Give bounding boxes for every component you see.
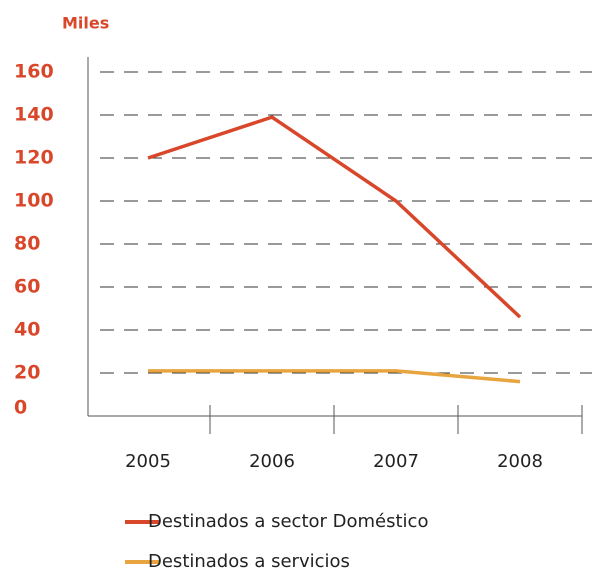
y-tick-label: 20 [14, 362, 40, 384]
y-tick-label: 120 [14, 147, 54, 169]
x-tick-label: 2006 [249, 451, 295, 472]
y-tick-label: 40 [14, 319, 40, 341]
y-tick-label: 160 [14, 61, 54, 83]
series-line [148, 369, 521, 384]
x-tick-label: 2007 [373, 451, 419, 472]
legend-label: Destinados a sector Doméstico [148, 511, 428, 532]
x-tick-label: 2005 [125, 451, 171, 472]
series-line [147, 115, 522, 319]
y-unit-label: Miles [62, 14, 109, 33]
y-tick-label: 80 [14, 233, 40, 255]
legend-label: Destinados a servicios [148, 551, 350, 570]
y-tick-label: 60 [14, 276, 40, 298]
y-tick-label: 100 [14, 190, 54, 212]
y-tick-label: 0 [14, 397, 27, 419]
x-tick-label: 2008 [497, 451, 543, 472]
y-tick-label: 140 [14, 104, 54, 126]
